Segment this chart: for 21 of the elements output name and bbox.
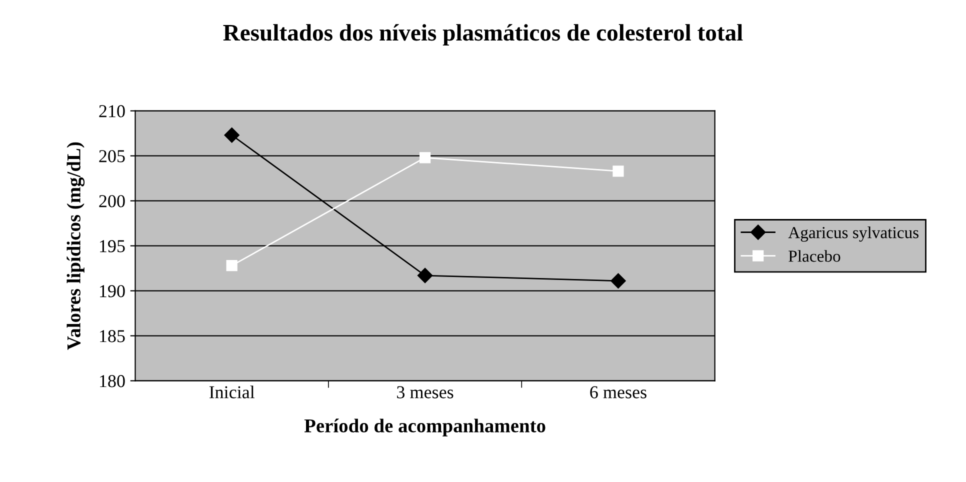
legend-label: Agaricus sylvaticus — [788, 226, 918, 242]
y-tick-label: 200 — [99, 195, 125, 208]
y-tick-label: 190 — [100, 285, 125, 298]
point — [226, 260, 238, 272]
y-axis-title: Valores lipídicos (mg/dL) — [66, 142, 85, 350]
y-tick-label: 195 — [100, 240, 125, 252]
point — [612, 166, 624, 177]
point — [224, 128, 240, 143]
y-tick-label: 210 — [99, 105, 125, 118]
point — [610, 273, 626, 288]
y-tick-label: 180 — [100, 375, 125, 388]
point — [417, 268, 433, 284]
x-axis-title: Período de acompanhamento — [304, 418, 546, 436]
x-tick-label: 3 meses — [397, 386, 454, 398]
x-tick-label: Inicial — [209, 386, 255, 398]
point — [419, 152, 431, 164]
y-tick-label: 185 — [100, 330, 125, 342]
y-tick-label: 205 — [99, 150, 125, 162]
x-tick-label: 6 meses — [590, 386, 646, 398]
chart-title: Resultados dos níveis plasmáticos de colesterol total — [223, 24, 743, 46]
legend-label: Placebo — [788, 250, 840, 262]
